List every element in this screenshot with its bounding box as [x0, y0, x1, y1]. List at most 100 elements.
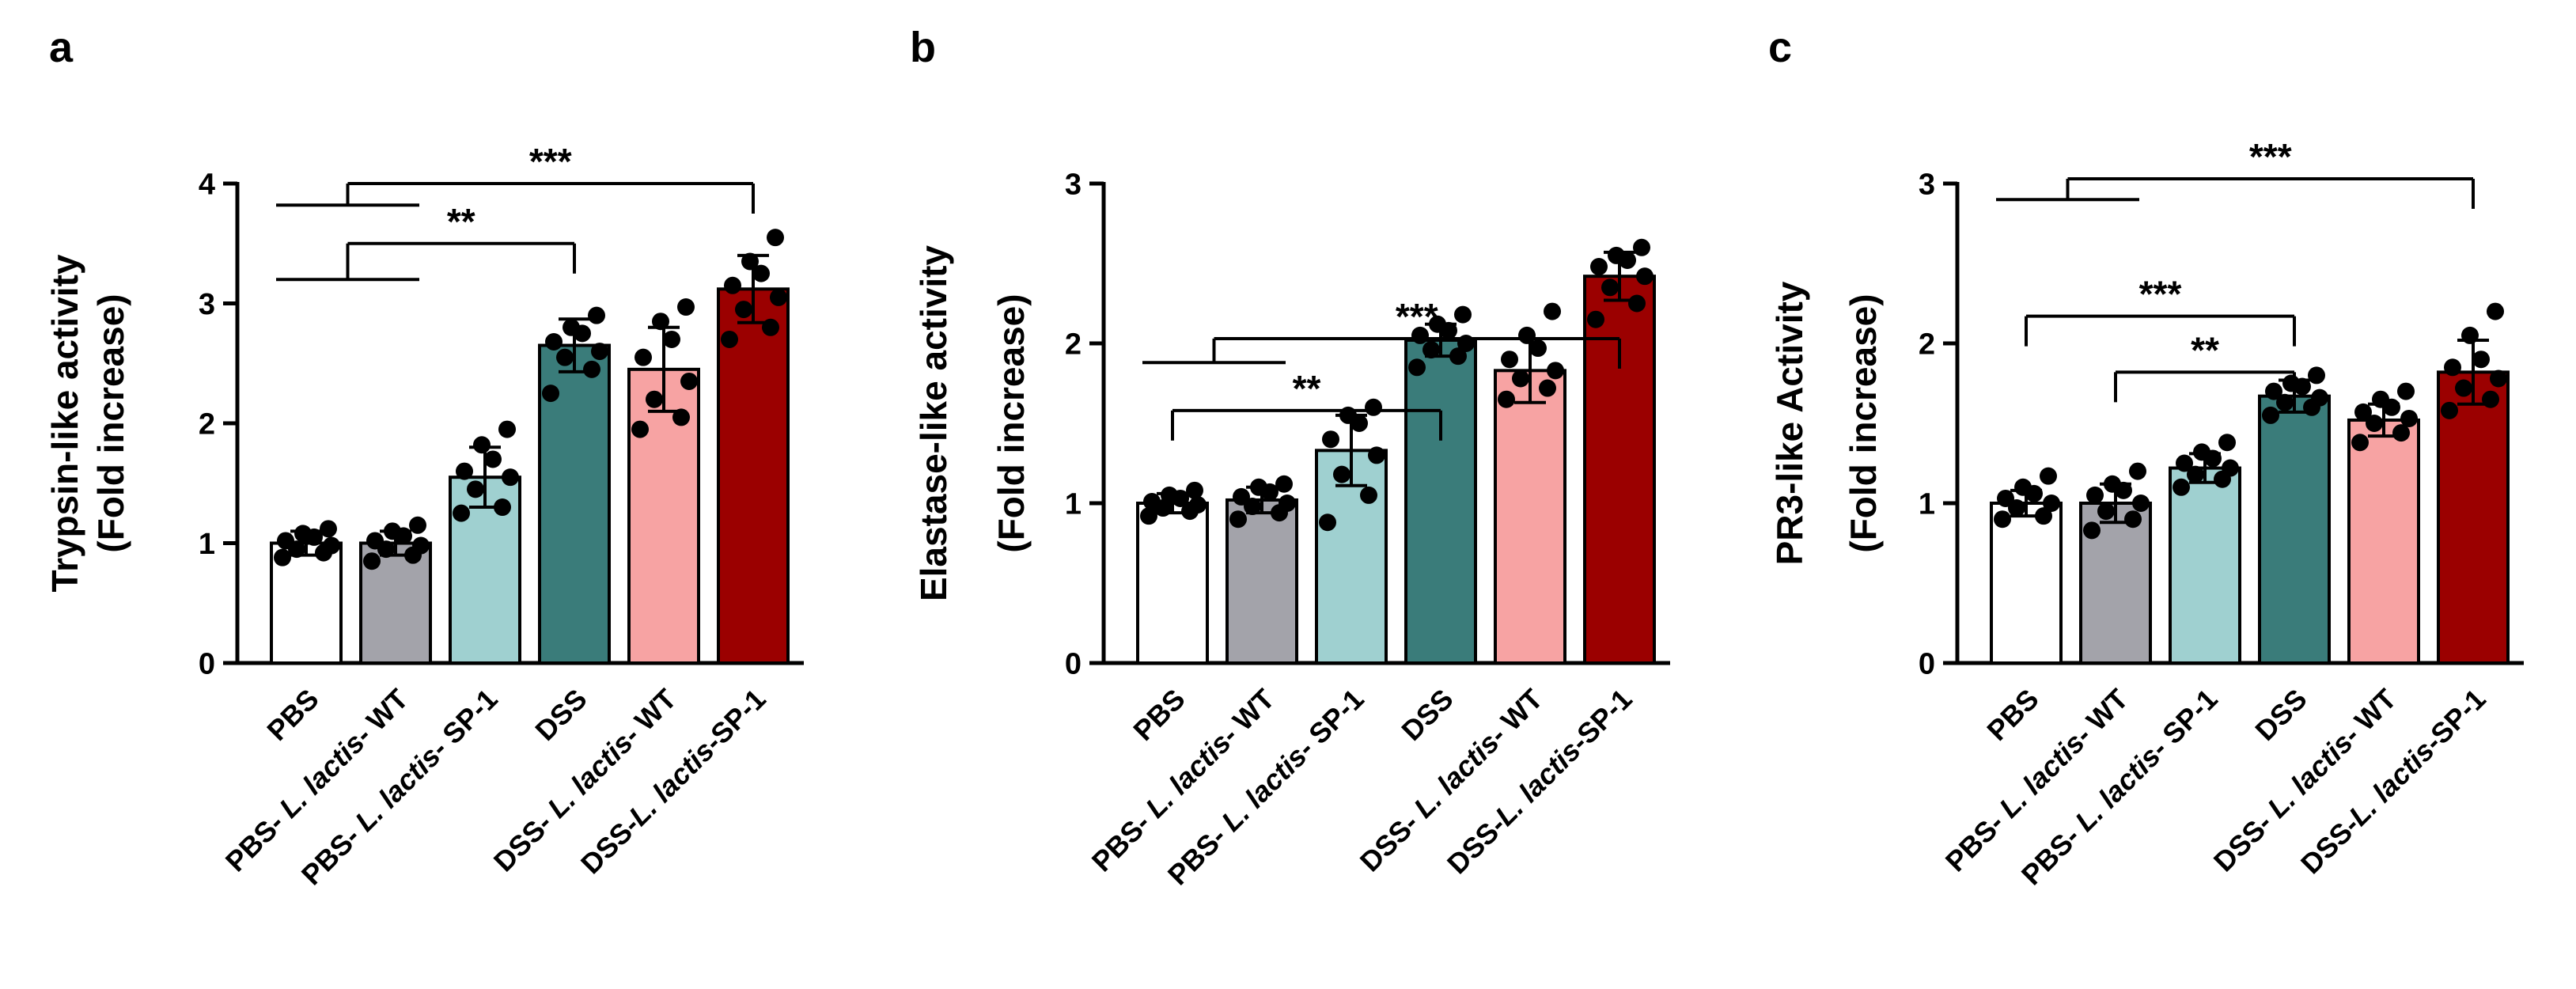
y-tick-label: 1	[199, 528, 215, 561]
category-suffix: - SP-1	[424, 683, 504, 763]
data-point	[409, 516, 426, 534]
data-point	[663, 330, 680, 348]
significance-label: **	[447, 201, 475, 242]
y-tick-label: 2	[199, 407, 215, 441]
data-point	[1333, 465, 1351, 483]
data-point	[1429, 315, 1446, 333]
y-tick-label: 0	[199, 647, 215, 680]
data-point	[2083, 521, 2101, 540]
data-point	[2392, 424, 2410, 442]
data-point	[2173, 478, 2190, 496]
data-point	[1601, 279, 1619, 297]
y-tick-label: 0	[1065, 647, 1082, 680]
y-tick-label: 3	[1065, 168, 1082, 201]
data-point	[2043, 494, 2060, 512]
data-point	[502, 468, 519, 487]
data-point	[2444, 358, 2461, 377]
data-point	[2265, 382, 2282, 400]
significance-label: ***	[2249, 136, 2292, 177]
data-point	[1544, 302, 1561, 320]
significance-label: **	[2191, 329, 2219, 370]
data-point	[2193, 443, 2210, 461]
data-point	[1161, 486, 1178, 504]
data-point	[467, 480, 484, 498]
data-point	[2397, 382, 2415, 400]
y-axis-subtitle: (Fold increase)	[991, 294, 1032, 552]
data-point	[1608, 246, 1625, 264]
data-point	[2400, 409, 2418, 427]
data-point	[762, 318, 779, 336]
x-category-label: PBS	[1980, 683, 2044, 747]
data-point	[635, 348, 652, 366]
data-point	[672, 408, 690, 426]
data-point	[724, 276, 741, 294]
data-point	[456, 462, 473, 480]
data-point	[1186, 481, 1203, 499]
data-point	[294, 525, 312, 543]
y-axis-title: Trypsin-like activity	[44, 254, 85, 592]
y-tick-label: 4	[199, 168, 215, 201]
y-axis-title: Elastase-like activity	[913, 245, 954, 601]
data-point	[591, 343, 608, 361]
data-point	[1422, 341, 1440, 359]
data-point	[680, 372, 698, 390]
data-point	[2222, 459, 2239, 477]
y-tick-label: 1	[1919, 487, 1935, 521]
data-point	[2262, 406, 2279, 424]
data-point	[721, 330, 738, 348]
bar	[2437, 370, 2510, 665]
bar	[1404, 338, 1477, 665]
data-point	[1368, 446, 1385, 464]
data-point	[1997, 489, 2014, 507]
data-point	[1143, 492, 1161, 510]
panel-b: b Elastase-like activity (Fold increase) 0 1…	[910, 24, 1670, 891]
data-point	[277, 532, 294, 550]
data-point	[1628, 294, 1646, 313]
y-tick-label: 3	[199, 288, 215, 321]
data-point	[2282, 374, 2300, 392]
data-point	[677, 298, 695, 316]
data-point	[1233, 487, 1250, 506]
data-point	[2490, 369, 2507, 388]
data-point	[323, 536, 340, 555]
category-prefix: PBS	[1980, 683, 2044, 747]
data-point	[2372, 390, 2389, 408]
data-point	[1322, 430, 1339, 449]
data-point	[2097, 502, 2115, 521]
data-point	[1633, 238, 1650, 256]
x-category-label: PBS	[260, 683, 324, 747]
data-point	[583, 360, 600, 378]
data-point	[1189, 496, 1207, 514]
panel-c: c PR3-like Activity (Fold increase) 0 1 2 3 PBS…	[1768, 24, 2524, 891]
x-category-label: DSS	[2248, 683, 2313, 747]
data-point	[1518, 326, 1536, 344]
category-prefix: DSS	[528, 683, 593, 747]
category-prefix: DSS	[1395, 683, 1459, 747]
y-tick-label: 2	[1919, 328, 1935, 361]
panel-a: a Trypsin-like activity (Fold increase) 0 1 2…	[44, 24, 804, 891]
data-point	[2351, 434, 2369, 452]
data-point	[2014, 478, 2032, 496]
data-point	[1279, 494, 1296, 512]
data-point	[2129, 462, 2146, 480]
y-tick-label: 3	[1919, 168, 1935, 201]
data-point	[1587, 310, 1604, 328]
data-point	[2276, 393, 2294, 411]
panel-letter: a	[49, 24, 74, 71]
category-prefix: PBS	[1127, 683, 1191, 747]
data-point	[2366, 415, 2383, 432]
bar	[717, 287, 790, 665]
data-point	[1529, 339, 1547, 358]
bar	[1494, 369, 1566, 665]
category-prefix: DSS	[2248, 683, 2313, 747]
data-point	[2187, 465, 2204, 483]
data-point	[1360, 486, 1377, 504]
y-tick-label: 0	[1919, 647, 1935, 680]
y-tick-label: 1	[1065, 487, 1082, 521]
bar	[2347, 418, 2420, 665]
panel-letter: c	[1768, 24, 1792, 71]
data-point	[1229, 510, 1247, 529]
y-axis-title: PR3-like Activity	[1769, 281, 1810, 565]
category-suffix: -SP-1	[698, 683, 772, 757]
data-point	[2308, 366, 2325, 385]
